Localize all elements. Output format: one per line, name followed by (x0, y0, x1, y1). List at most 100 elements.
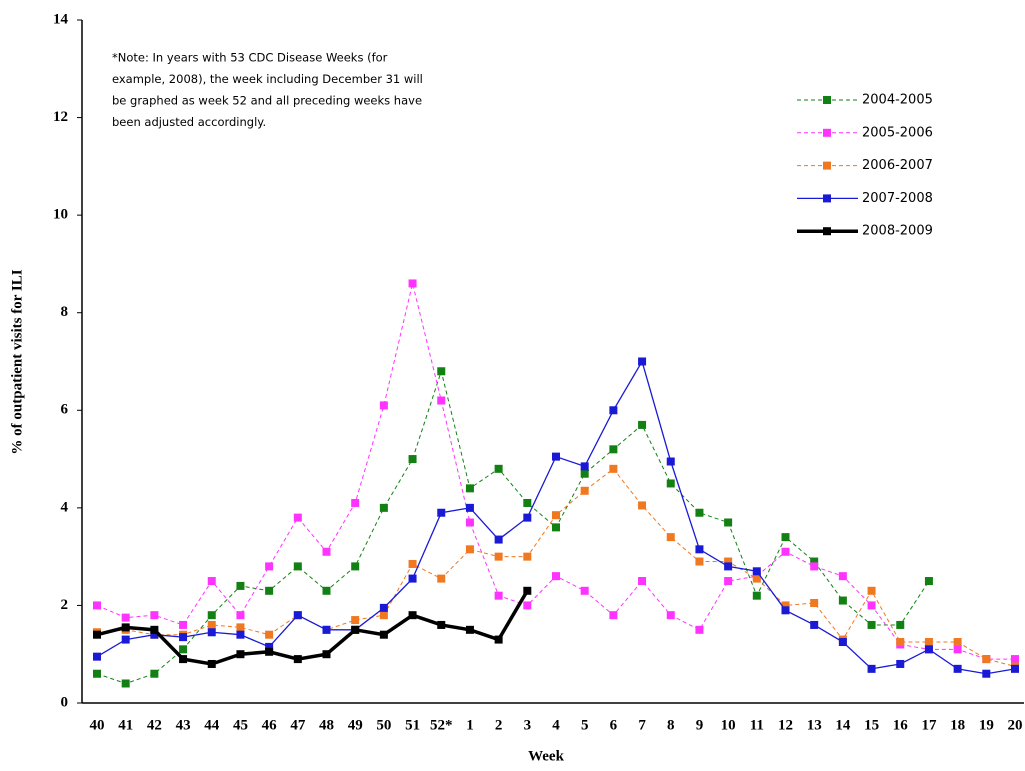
y-tick-label: 6 (61, 402, 69, 418)
y-tick-label: 2 (61, 597, 69, 613)
series-line (96, 369, 930, 685)
data-point (351, 498, 360, 507)
note: be graphed as week 52 and all preceding … (112, 94, 422, 108)
note: example, 2008), the week including Decem… (112, 72, 423, 86)
data-point (351, 625, 360, 634)
y-axis-label: % of outpatient visits for ILI (9, 269, 25, 454)
data-point (494, 635, 503, 644)
data-point (695, 625, 704, 634)
data-point (838, 638, 847, 647)
x-tick-label: 6 (610, 717, 618, 733)
data-point (781, 606, 790, 615)
data-point (552, 572, 560, 581)
x-tick-label: 44 (204, 717, 220, 733)
series-line (96, 283, 1015, 660)
data-point (781, 547, 790, 556)
data-point (265, 562, 274, 571)
data-point (379, 630, 388, 639)
data-point (924, 638, 933, 647)
data-point (695, 545, 704, 554)
data-point (695, 508, 704, 517)
data-point (207, 577, 216, 586)
data-point (437, 396, 446, 405)
x-tick-label: 17 (921, 717, 937, 733)
data-point (523, 498, 532, 507)
data-point (437, 620, 446, 629)
data-point (752, 567, 761, 576)
data-point (580, 586, 589, 595)
data-point (867, 664, 876, 673)
legend-label: 2004-2005 (862, 93, 933, 108)
x-tick-label: 50 (376, 717, 391, 733)
data-point (810, 557, 819, 566)
x-tick-label: 12 (778, 717, 793, 733)
note: *Note: In years with 53 CDC Disease Week… (112, 51, 388, 65)
data-point (1011, 664, 1019, 673)
data-point (494, 535, 503, 544)
data-point (580, 462, 589, 471)
data-point (867, 601, 876, 610)
legend-label: 2005-2006 (862, 125, 933, 140)
data-point (781, 533, 790, 542)
data-point (179, 645, 188, 654)
x-tick-label: 8 (667, 717, 675, 733)
x-tick-label: 20 (1008, 717, 1023, 733)
data-point (609, 406, 618, 415)
data-point (93, 669, 101, 678)
data-point (494, 464, 503, 473)
data-point (666, 457, 675, 466)
data-point (494, 591, 503, 600)
data-point (695, 557, 704, 566)
x-tick-label: 11 (750, 717, 764, 733)
data-point (379, 603, 388, 612)
data-point (408, 455, 417, 464)
data-point (408, 574, 417, 583)
data-point (465, 503, 474, 512)
series-line (96, 589, 529, 666)
data-point (379, 503, 388, 512)
x-tick-label: 45 (233, 717, 248, 733)
data-point (523, 601, 532, 610)
data-point (953, 664, 962, 673)
data-point (322, 547, 331, 556)
data-point (638, 420, 647, 429)
x-tick-label: 3 (524, 717, 532, 733)
data-point (896, 620, 905, 629)
x-tick-label: 47 (290, 717, 306, 733)
x-tick-label: 2 (495, 717, 503, 733)
data-point (953, 638, 962, 647)
data-point (666, 479, 675, 488)
data-point (638, 577, 647, 586)
data-point (552, 511, 560, 520)
data-point (121, 679, 130, 688)
data-point (437, 574, 446, 583)
x-tick-label: 46 (262, 717, 278, 733)
data-point (781, 601, 790, 610)
data-point (465, 625, 474, 634)
data-point (580, 486, 589, 495)
data-point (379, 611, 388, 620)
x-tick-label: 16 (893, 717, 909, 733)
data-point (351, 562, 360, 571)
x-axis-label: Week (528, 748, 564, 764)
data-point (465, 545, 474, 554)
legend-label: 2006-2007 (862, 158, 933, 173)
x-tick-label: 49 (348, 717, 363, 733)
data-point (236, 581, 245, 590)
legend-label: 2008-2009 (862, 224, 933, 239)
data-point (609, 464, 618, 473)
data-point (322, 625, 331, 634)
data-point (207, 611, 216, 620)
data-point (236, 611, 245, 620)
data-point (265, 586, 274, 595)
data-point (179, 620, 188, 629)
data-point (465, 484, 474, 493)
data-point (322, 650, 331, 659)
x-tick-label: 15 (864, 717, 879, 733)
data-point (724, 577, 733, 586)
x-tick-label: 10 (721, 717, 736, 733)
data-point (207, 620, 216, 629)
data-point (1011, 655, 1019, 664)
data-point (609, 445, 618, 454)
